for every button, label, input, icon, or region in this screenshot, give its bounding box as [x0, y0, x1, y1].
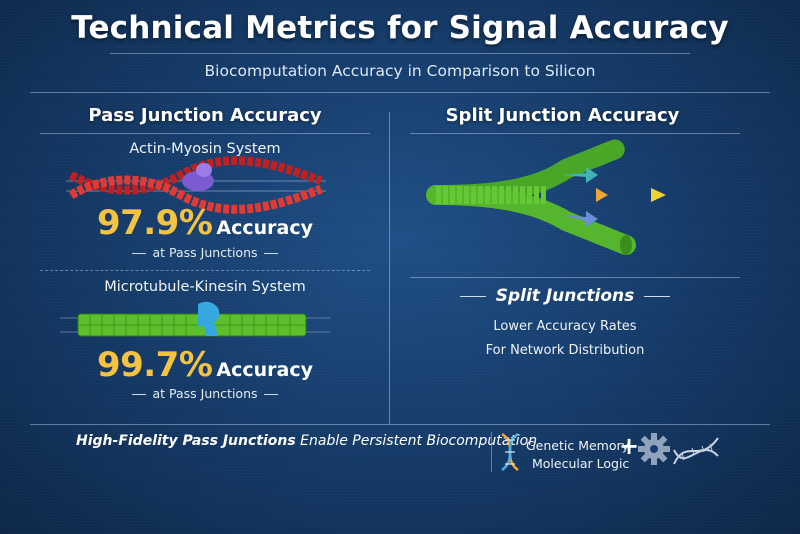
plus-sign: +: [619, 432, 640, 460]
split-line-1: Lower Accuracy Rates: [493, 319, 637, 334]
footer-statement: High-Fidelity Pass Junctions Enable Pers…: [76, 433, 537, 449]
kinesin-context-text: at Pass Junctions: [152, 386, 258, 401]
footer-emphasis: High-Fidelity Pass Junctions: [76, 433, 296, 449]
page-subtitle: Biocomputation Accuracy in Comparison to…: [204, 62, 596, 80]
split-title-divider: [410, 133, 740, 134]
header-divider: [30, 92, 770, 93]
actin-accuracy-value: 97.9%: [96, 203, 213, 243]
kinesin-accuracy-value: 99.7%: [96, 345, 213, 385]
split-junction-title: Split Junction Accuracy: [445, 105, 680, 126]
actin-context: at Pass Junctions: [60, 245, 350, 260]
gear-icon: [638, 433, 670, 465]
arrow-icon: [651, 188, 666, 202]
kinesin-accuracy-metric: 99.7% Accuracy: [60, 345, 350, 385]
footer-separator: [491, 432, 492, 472]
kinesin-motor-icon: [198, 301, 220, 336]
dna-helix-icon: [501, 432, 519, 471]
dna-strand-icon: [673, 437, 719, 465]
arrow-icon: [561, 167, 598, 183]
microtubule-kinesin-title: Microtubule-Kinesin System: [104, 279, 306, 295]
footer-divider: [30, 424, 770, 425]
actin-myosin-illustration: [66, 156, 326, 214]
legend-genetic-memory: Genetic Memory: [526, 438, 630, 453]
panel-divider: [389, 112, 390, 424]
pass-title-divider: [40, 133, 370, 134]
actin-myosin-title: Actin-Myosin System: [129, 141, 281, 157]
pass-junction-title: Pass Junction Accuracy: [88, 105, 322, 126]
legend-molecular-logic: Molecular Logic: [532, 456, 630, 471]
page-title: Technical Metrics for Signal Accuracy: [71, 10, 729, 46]
system-divider: [40, 270, 370, 271]
kinesin-context: at Pass Junctions: [60, 386, 350, 401]
split-heading-text: Split Junctions: [495, 286, 635, 306]
split-heading: Split Junctions: [410, 286, 720, 306]
footer-rest: Enable Persistent Biocomputation: [300, 433, 538, 449]
arrow-icon: [561, 211, 598, 227]
arrow-icon: [596, 188, 608, 202]
split-line-2: For Network Distribution: [485, 343, 645, 358]
split-junction-illustration: [426, 139, 666, 255]
actin-accuracy-metric: 97.9% Accuracy: [60, 203, 350, 243]
title-divider: [110, 53, 690, 54]
split-divider: [410, 277, 740, 278]
actin-accuracy-label: Accuracy: [216, 217, 314, 239]
kinesin-accuracy-label: Accuracy: [216, 359, 314, 381]
microtubule-kinesin-illustration: [60, 301, 330, 337]
actin-context-text: at Pass Junctions: [152, 245, 258, 260]
